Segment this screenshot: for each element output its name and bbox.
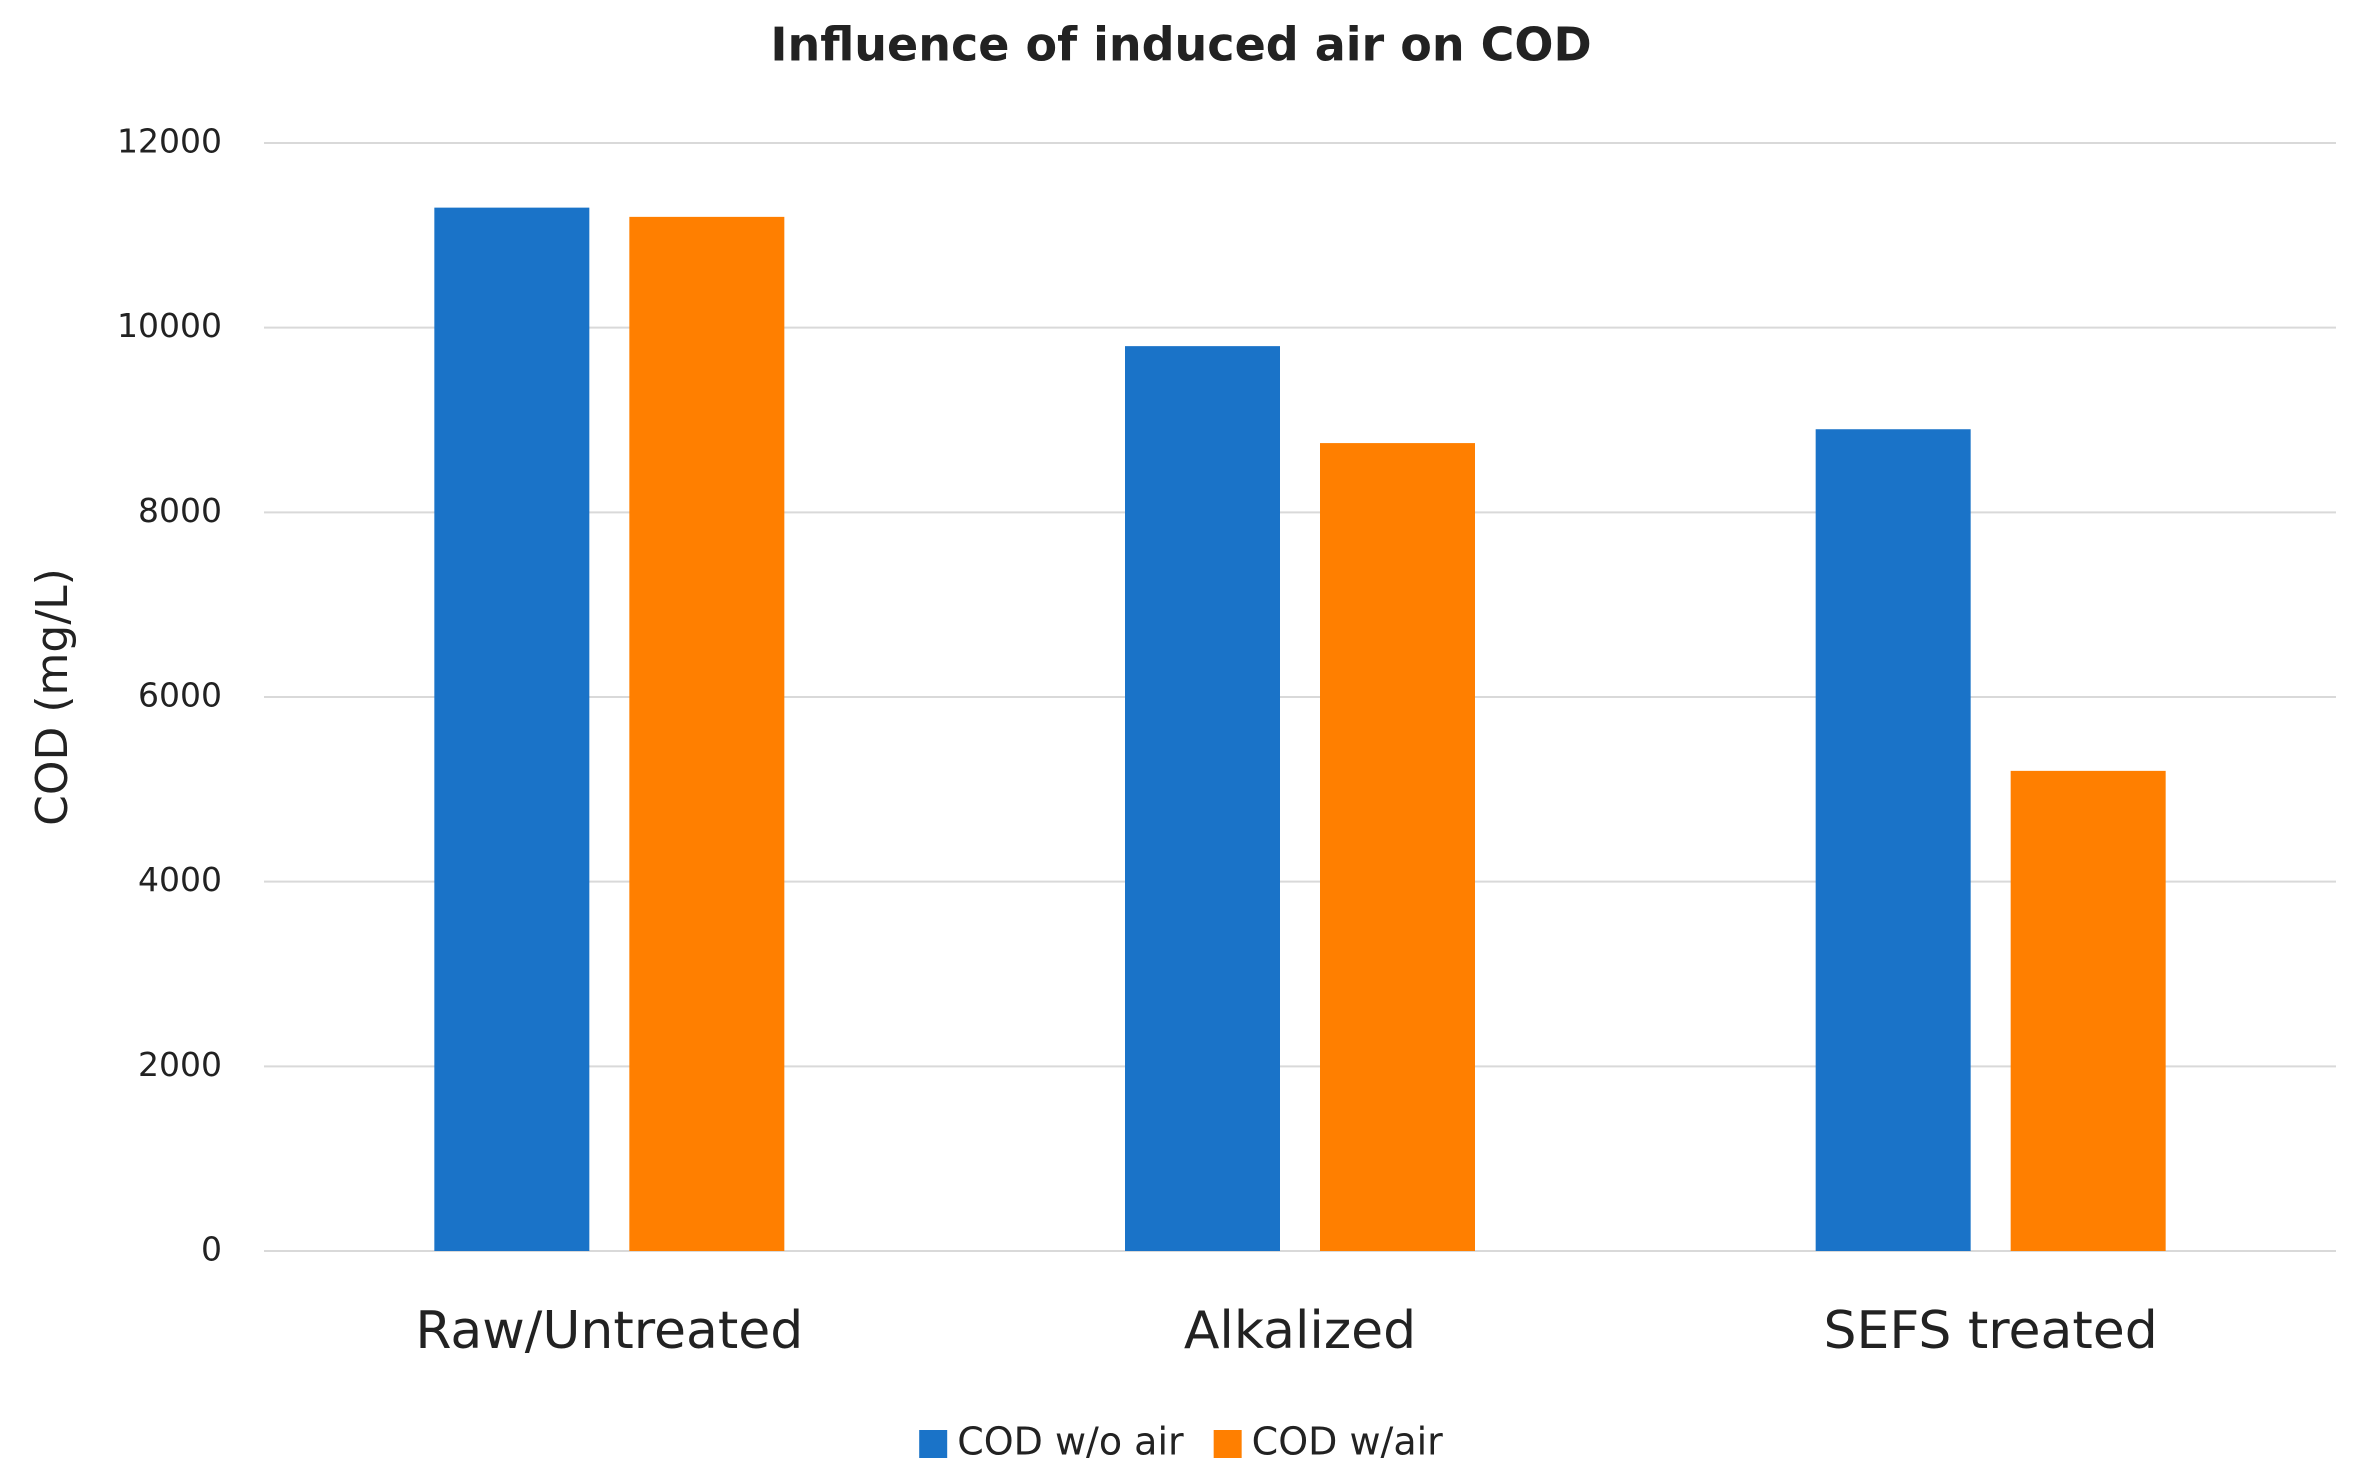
- y-tick-label: 8000: [138, 491, 222, 530]
- x-tick-label: Raw/Untreated: [415, 1301, 803, 1361]
- y-tick-label: 4000: [138, 860, 222, 899]
- bar: [434, 207, 590, 1252]
- legend-swatch: [1213, 1430, 1242, 1458]
- y-tick-label: 6000: [138, 676, 222, 715]
- y-axis-label: COD (mg/L): [27, 568, 78, 826]
- x-tick-label: Alkalized: [1184, 1301, 1416, 1361]
- chart-title: Influence of induced air on COD: [770, 18, 1591, 72]
- bar: [2010, 770, 2166, 1251]
- x-tick-label: SEFS treated: [1824, 1301, 2158, 1361]
- legend-swatch: [919, 1430, 948, 1458]
- bar: [1125, 346, 1280, 1252]
- bar: [1815, 429, 1971, 1251]
- legend-label: COD w/air: [1252, 1420, 1444, 1464]
- bar: [629, 216, 785, 1251]
- y-tick-label: 0: [201, 1230, 222, 1269]
- y-tick-label: 2000: [138, 1045, 222, 1084]
- y-tick-label: 10000: [117, 306, 222, 345]
- bar: [1320, 443, 1475, 1251]
- legend-label: COD w/o air: [957, 1420, 1184, 1464]
- y-tick-label: 12000: [117, 122, 222, 161]
